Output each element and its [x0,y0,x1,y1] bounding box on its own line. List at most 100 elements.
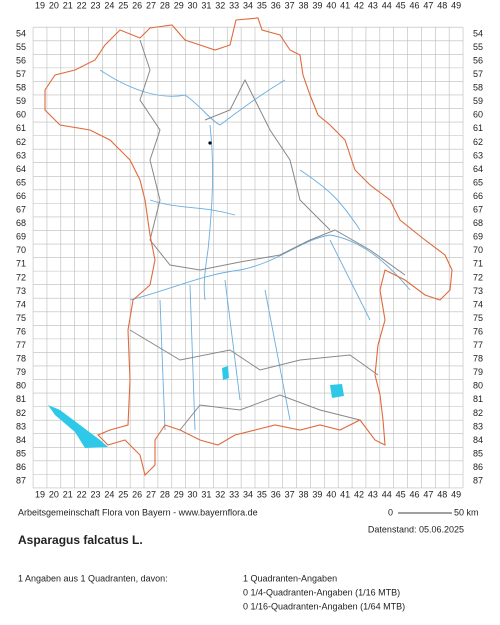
row-label: 54 [16,28,26,38]
row-label: 56 [16,55,26,65]
column-label: 39 [312,0,322,10]
record-dot [208,141,212,145]
row-label: 87 [16,476,26,486]
row-label: 72 [16,272,26,282]
row-label: 79 [16,367,26,377]
column-label: 42 [354,489,364,499]
column-label: 40 [326,489,336,499]
row-label: 69 [16,232,26,242]
column-label: 48 [437,0,447,10]
row-label: 85 [16,448,26,458]
row-label: 85 [473,448,483,458]
column-label: 44 [382,489,392,499]
column-label: 40 [326,0,336,10]
column-label: 34 [243,0,253,10]
column-label: 19 [35,0,45,10]
row-label: 75 [473,313,483,323]
column-label: 49 [451,489,461,499]
column-label: 41 [340,0,350,10]
row-label: 82 [16,408,26,418]
row-label: 55 [473,42,483,52]
row-label: 74 [16,299,26,309]
row-label: 75 [16,313,26,323]
column-label: 24 [104,489,114,499]
column-label: 27 [146,489,156,499]
column-label: 37 [285,0,295,10]
row-label: 86 [473,462,483,472]
column-label: 28 [160,0,170,10]
data-date: Datenstand: 05.06.2025 [368,524,464,534]
row-label: 66 [473,191,483,201]
row-label: 83 [16,421,26,431]
column-label: 46 [409,0,419,10]
row-label: 60 [473,110,483,120]
row-label: 59 [16,96,26,106]
row-label: 81 [473,394,483,404]
row-label: 71 [473,259,483,269]
row-label: 84 [16,435,26,445]
column-label: 24 [104,0,114,10]
column-label: 41 [340,489,350,499]
district-borders [129,39,406,431]
column-label: 38 [299,0,309,10]
column-label: 37 [285,489,295,499]
column-label: 39 [312,489,322,499]
column-label: 47 [423,0,433,10]
column-label: 26 [132,0,142,10]
row-label: 80 [16,381,26,391]
column-label: 43 [368,489,378,499]
row-label: 55 [16,42,26,52]
column-label: 44 [382,0,392,10]
column-label: 30 [188,0,198,10]
row-label: 64 [473,164,483,174]
row-label: 72 [473,272,483,282]
row-label: 58 [16,83,26,93]
row-label: 59 [473,96,483,106]
row-label: 57 [16,69,26,79]
column-label: 45 [396,489,406,499]
column-label: 43 [368,0,378,10]
column-label: 20 [49,489,59,499]
row-label: 61 [473,123,483,133]
row-label: 76 [473,326,483,336]
row-label: 82 [473,408,483,418]
summary-line: 0 1/4-Quadranten-Angaben (1/16 MTB) [243,587,400,597]
column-label: 22 [77,0,87,10]
row-label: 56 [473,55,483,65]
column-label: 23 [90,0,100,10]
row-label: 76 [16,326,26,336]
column-label: 22 [77,489,87,499]
row-label: 70 [16,245,26,255]
row-label: 67 [473,205,483,215]
column-label: 21 [63,0,73,10]
column-label: 21 [63,489,73,499]
column-label: 35 [257,489,267,499]
row-label: 69 [473,232,483,242]
row-label: 74 [473,299,483,309]
row-label: 78 [473,354,483,364]
column-label: 47 [423,489,433,499]
column-label: 31 [201,489,211,499]
column-label: 38 [299,489,309,499]
column-label: 33 [229,0,239,10]
column-label: 23 [90,489,100,499]
column-label: 29 [174,0,184,10]
species-title: Asparagus falcatus L. [18,533,143,547]
column-label: 26 [132,489,142,499]
column-label: 48 [437,489,447,499]
column-label: 20 [49,0,59,10]
row-label: 80 [473,381,483,391]
row-label: 83 [473,421,483,431]
column-label: 25 [118,0,128,10]
column-label: 36 [271,0,281,10]
row-label: 84 [473,435,483,445]
row-label: 66 [16,191,26,201]
column-label: 36 [271,489,281,499]
column-label: 25 [118,489,128,499]
column-label: 29 [174,489,184,499]
column-label: 33 [229,489,239,499]
row-label: 77 [473,340,483,350]
column-label: 45 [396,0,406,10]
row-label: 71 [16,259,26,269]
summary-total: 1 Angaben aus 1 Quadranten, davon: [18,573,168,583]
